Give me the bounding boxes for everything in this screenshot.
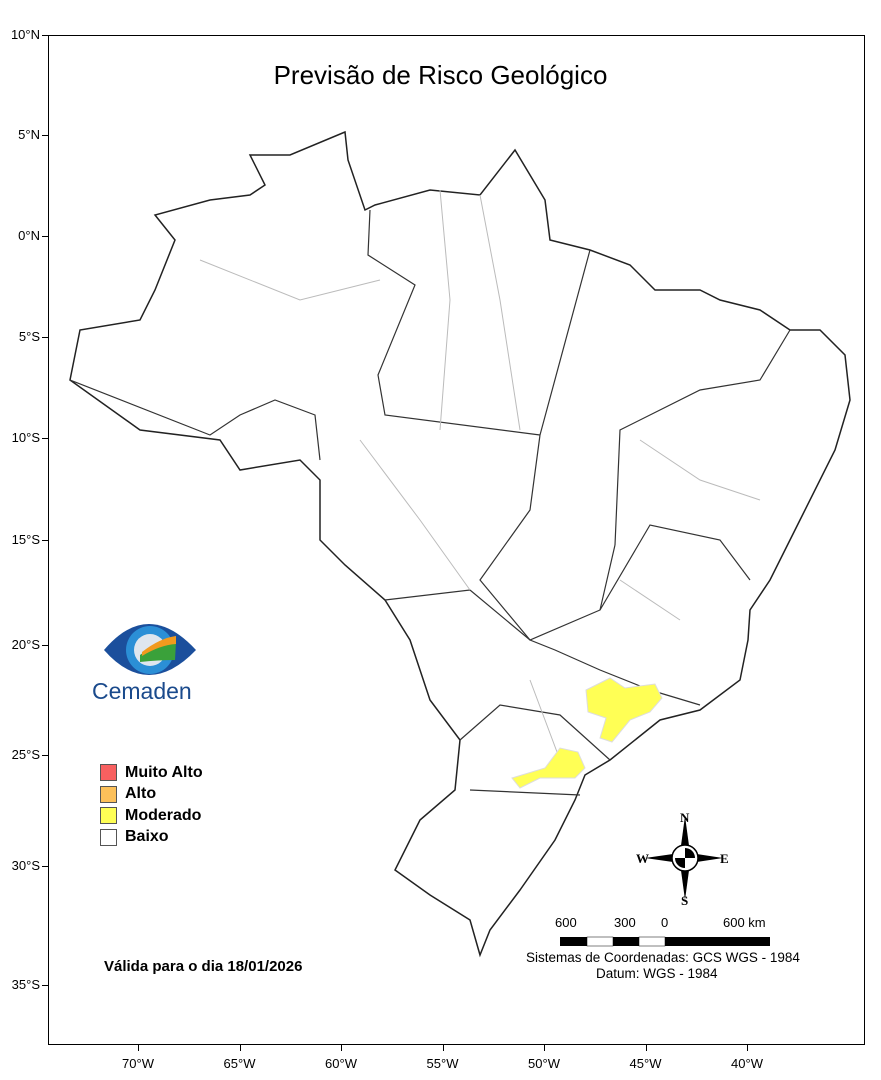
crs-text: Sistemas de Coordenadas: GCS WGS - 1984 xyxy=(526,950,800,965)
cemaden-logo-mark xyxy=(104,624,196,675)
compass-n: N xyxy=(680,810,690,825)
legend-item: Alto xyxy=(100,784,203,806)
lat-tick-label: 0°N xyxy=(18,228,40,243)
lat-tick-label: 25°S xyxy=(11,747,40,762)
lat-tick-mark xyxy=(42,540,48,541)
map-frame xyxy=(48,35,865,1045)
datum-text: Datum: WGS - 1984 xyxy=(596,966,718,981)
lon-tick-mark xyxy=(442,1045,444,1051)
brazil-outline xyxy=(69,130,851,958)
lat-tick-mark xyxy=(42,236,48,237)
cemaden-logo-text: Cemaden xyxy=(92,678,192,704)
compass-e: E xyxy=(720,851,729,866)
scale-label: 600 xyxy=(555,915,577,930)
risk-area-moderado-pr xyxy=(511,747,586,789)
scale-label: 600 km xyxy=(723,915,766,930)
lat-tick-label: 10°N xyxy=(10,27,40,42)
legend-label: Alto xyxy=(125,785,157,803)
lon-tick-label: 50°W xyxy=(528,1056,560,1071)
compass-rose xyxy=(645,816,723,900)
lon-tick-label: 55°W xyxy=(426,1056,459,1071)
lat-tick-mark xyxy=(42,135,48,136)
scale-bar xyxy=(560,936,770,947)
legend-item: Muito Alto xyxy=(100,762,203,784)
legend-swatch xyxy=(100,828,117,846)
lat-tick-label: 5°S xyxy=(18,329,40,344)
lat-tick-mark xyxy=(42,755,48,756)
lat-tick-mark xyxy=(42,35,48,36)
map-title: Previsão de Risco Geológico xyxy=(273,60,608,90)
legend-swatch xyxy=(100,785,117,803)
lat-tick-mark xyxy=(42,866,48,867)
risk-area-moderado-sp xyxy=(585,677,663,743)
lon-tick-mark xyxy=(645,1045,647,1051)
municipal-borders xyxy=(199,189,761,761)
scale-label: 0 xyxy=(661,915,669,930)
lon-tick-label: 60°W xyxy=(325,1056,357,1071)
lon-tick-mark xyxy=(138,1045,139,1051)
valid-date-text: Válida para o dia 18/01/2026 xyxy=(104,958,303,975)
legend-item: Baixo xyxy=(100,827,203,849)
lat-tick-label: 20°S xyxy=(11,637,40,652)
legend-label: Baixo xyxy=(125,828,169,846)
lat-tick-label: 30°S xyxy=(11,858,40,873)
legend: Muito Alto Alto Moderado Baixo xyxy=(100,762,203,848)
lat-tick-mark xyxy=(42,645,48,646)
lat-tick-label: 5°N xyxy=(18,127,40,142)
lat-tick-mark xyxy=(42,438,48,439)
lon-tick-label: 45°W xyxy=(629,1056,662,1071)
legend-item: Moderado xyxy=(100,805,203,827)
compass-w: W xyxy=(636,851,649,866)
lon-tick-mark xyxy=(544,1045,545,1051)
legend-swatch xyxy=(100,807,117,825)
lon-tick-mark xyxy=(747,1045,748,1051)
lon-tick-label: 40°W xyxy=(731,1056,763,1071)
lat-tick-label: 10°S xyxy=(11,430,40,445)
legend-label: Muito Alto xyxy=(125,763,203,781)
lat-tick-label: 15°S xyxy=(11,532,40,547)
lon-tick-mark xyxy=(341,1045,342,1051)
lon-tick-mark xyxy=(239,1045,241,1051)
lat-tick-mark xyxy=(42,985,48,986)
legend-label: Moderado xyxy=(125,806,202,824)
lat-tick-label: 35°S xyxy=(11,977,40,992)
lat-tick-mark xyxy=(42,337,48,338)
compass-s: S xyxy=(681,893,689,908)
lon-tick-label: 70°W xyxy=(122,1056,154,1071)
scale-label: 300 xyxy=(614,915,636,930)
lon-tick-label: 65°W xyxy=(223,1056,256,1071)
legend-swatch xyxy=(100,764,117,782)
